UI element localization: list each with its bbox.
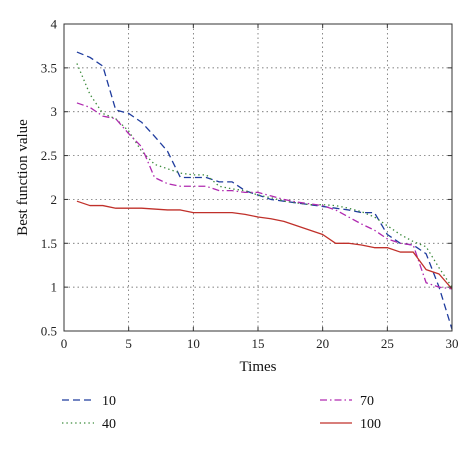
- y-tick-label: 4: [51, 17, 58, 32]
- grid: [64, 24, 452, 331]
- x-tick-label: 5: [125, 336, 132, 351]
- series-line-100: [76, 200, 453, 290]
- axis-ticks: 0 5 10 15 20 25 30 0.5 1 1.5 2 2.5 3 3.5 4: [41, 17, 459, 352]
- y-axis-title: Best function value: [15, 119, 31, 236]
- series-line-40: [76, 63, 453, 288]
- y-tick-label: 3.5: [41, 60, 57, 75]
- legend-label-70: 70: [360, 394, 374, 409]
- x-tick-label: 15: [252, 336, 265, 351]
- x-tick-label: 25: [381, 336, 394, 351]
- y-tick-label: 3: [51, 104, 58, 119]
- legend: 10 40 70 100: [62, 394, 381, 432]
- legend-label-40: 40: [102, 417, 116, 432]
- x-axis-title: Times: [240, 359, 277, 375]
- legend-label-100: 100: [360, 417, 381, 432]
- series-lines: [76, 51, 453, 330]
- y-tick-label: 2: [51, 192, 58, 207]
- x-tick-label: 20: [316, 336, 329, 351]
- series-line-70: [76, 102, 453, 290]
- x-tick-label: 30: [446, 336, 459, 351]
- y-tick-label: 1: [51, 280, 58, 295]
- legend-label-10: 10: [102, 394, 116, 409]
- x-tick-label: 0: [61, 336, 68, 351]
- series-line-10: [76, 51, 453, 330]
- y-tick-label: 0.5: [41, 324, 57, 339]
- y-tick-label: 2.5: [41, 148, 57, 163]
- x-tick-label: 10: [187, 336, 200, 351]
- y-tick-label: 1.5: [41, 236, 57, 251]
